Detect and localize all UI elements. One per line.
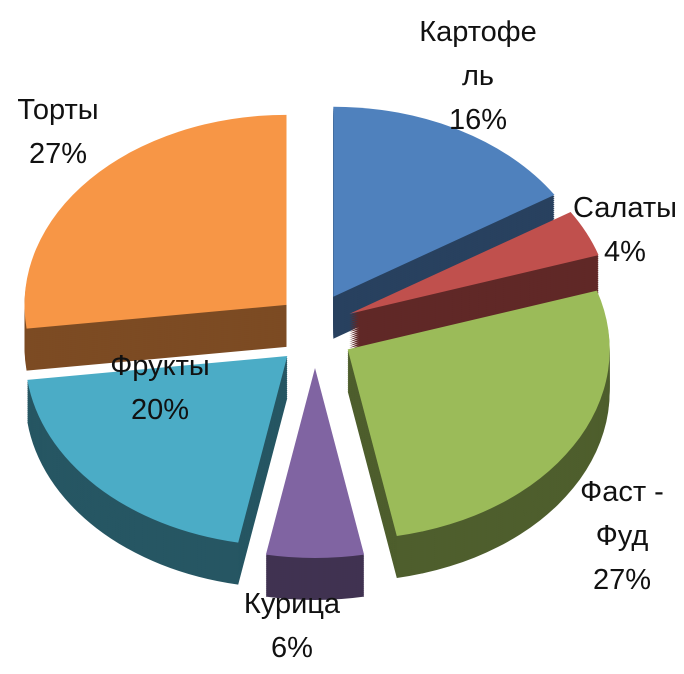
slice-label: Картофель 16% <box>413 10 543 142</box>
slice <box>349 212 599 314</box>
slice-label: Фаст - Фуд 27% <box>557 470 684 602</box>
slice-group <box>349 212 599 356</box>
value-label: 27% <box>28 138 88 170</box>
category-label: Торты <box>17 94 99 126</box>
category-label: Картофель <box>419 16 537 92</box>
category-label: Курица <box>243 588 341 620</box>
slice <box>24 114 287 329</box>
slice-label: Торты 27% <box>0 88 123 176</box>
slice-label: Фрукты 20% <box>95 344 225 432</box>
slice-group <box>27 356 288 585</box>
slice <box>347 290 610 536</box>
slice-group <box>333 106 555 339</box>
slice <box>27 356 288 543</box>
value-label: 16% <box>448 104 508 136</box>
value-label: 6% <box>271 632 313 664</box>
slice-group <box>24 114 287 371</box>
category-label: Фрукты <box>110 350 210 382</box>
slice-label: Салаты 4% <box>560 186 684 274</box>
category-label: Фаст - Фуд <box>580 476 664 552</box>
slice-group <box>347 290 610 578</box>
value-label: 20% <box>130 394 190 426</box>
slice-label: Курица 6% <box>227 582 357 670</box>
slice <box>265 368 365 559</box>
slice <box>333 106 555 297</box>
category-label: Салаты <box>573 192 677 224</box>
value-label: 4% <box>604 236 646 268</box>
slice-group <box>265 368 365 601</box>
value-label: 27% <box>592 564 652 596</box>
